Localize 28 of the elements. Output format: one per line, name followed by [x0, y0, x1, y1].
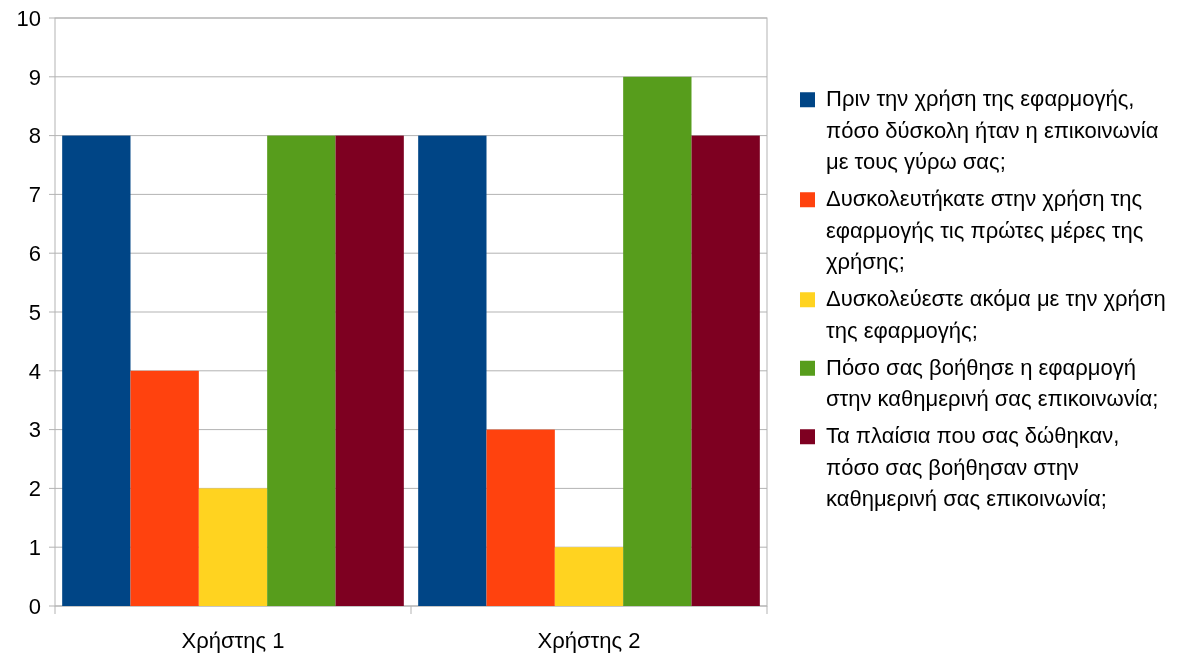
legend-label: Τα πλαίσια που σας δώθηκαν, πόσο σας βοήθησαν στην καθημερινή σας επικοινωνία;: [826, 423, 1120, 512]
y-tick-label: 6: [28, 240, 41, 266]
y-tick-label: 1: [28, 534, 41, 560]
legend-label: Δυσκολευτήκατε στην χρήση της εφαρμογής τις πρώτες μέρες της χρήσης;: [826, 186, 1144, 275]
y-tick-label: 10: [16, 5, 41, 31]
legend-label: Πριν την χρήση της εφαρμογής, πόσο δύσκολη ήταν η επικοινωνία με τους γύρω σας;: [826, 86, 1159, 175]
bar: [130, 370, 199, 606]
y-tick-label: 9: [28, 64, 41, 90]
bar: [335, 135, 404, 606]
bar: [267, 135, 336, 606]
bar: [486, 429, 555, 606]
y-tick-label: 7: [28, 182, 41, 208]
y-tick-label: 2: [28, 476, 41, 502]
y-tick-label: 3: [28, 417, 41, 443]
x-tick-label: Χρήστης 2: [537, 628, 641, 653]
y-tick-label: 8: [28, 123, 41, 149]
bar: [554, 547, 624, 606]
y-tick-label: 4: [28, 358, 41, 384]
legend-label: Πόσο σας βοήθησε η εφαρμογή στην καθημερινή σας επικοινωνία;: [826, 354, 1159, 412]
bar: [198, 488, 268, 606]
bar: [623, 76, 692, 606]
x-tick-label: Χρήστης 1: [181, 628, 285, 653]
legend-label: Δυσκολεύεστε ακόμα με την χρήση της εφαρμογής;: [826, 286, 1166, 343]
bar: [418, 135, 487, 606]
y-tick-label: 0: [28, 593, 41, 619]
y-tick-label: 5: [28, 299, 41, 325]
bar: [62, 135, 131, 606]
bar: [691, 135, 760, 606]
